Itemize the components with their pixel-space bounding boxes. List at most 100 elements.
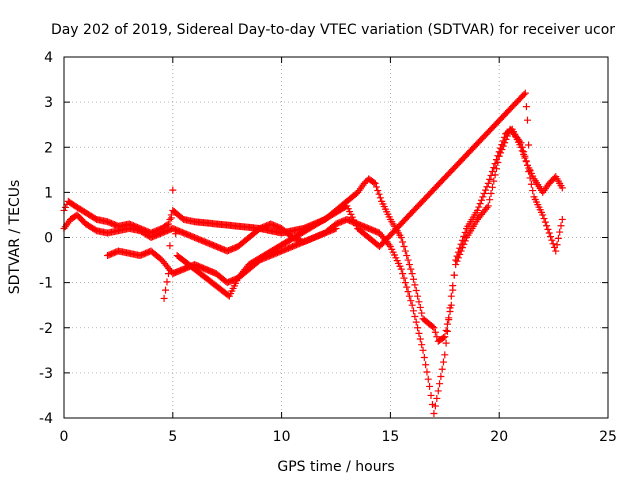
data-point bbox=[487, 190, 495, 198]
data-point bbox=[523, 116, 531, 124]
y-tick-label: 2 bbox=[44, 140, 53, 156]
data-point bbox=[545, 229, 553, 237]
data-point bbox=[439, 334, 447, 342]
data-point bbox=[407, 265, 415, 273]
data-point bbox=[441, 333, 449, 341]
y-tick-label: -3 bbox=[39, 366, 53, 382]
data-point bbox=[442, 339, 450, 347]
y-tick-label: 1 bbox=[44, 185, 53, 201]
data-point bbox=[521, 89, 529, 97]
data-point bbox=[410, 307, 418, 315]
x-tick-label: 25 bbox=[599, 429, 617, 445]
data-point bbox=[558, 184, 566, 192]
data-marks bbox=[60, 89, 566, 417]
data-point bbox=[541, 218, 549, 226]
data-point bbox=[397, 234, 405, 241]
data-point bbox=[414, 324, 422, 332]
data-point bbox=[164, 270, 172, 278]
data-point bbox=[430, 409, 438, 417]
data-point bbox=[554, 234, 562, 242]
data-point bbox=[401, 247, 409, 255]
data-point bbox=[553, 241, 561, 249]
data-point bbox=[453, 257, 461, 265]
data-point bbox=[529, 187, 537, 195]
data-point bbox=[166, 215, 174, 223]
data-point bbox=[385, 241, 393, 249]
data-point bbox=[494, 158, 502, 166]
data-point bbox=[419, 346, 427, 354]
data-point bbox=[429, 323, 437, 331]
grid-lines bbox=[64, 57, 608, 418]
x-tick-label: 5 bbox=[168, 429, 177, 445]
data-point bbox=[433, 333, 441, 341]
data-point bbox=[526, 174, 534, 182]
data-point bbox=[458, 244, 466, 252]
data-point bbox=[552, 247, 560, 255]
data-point bbox=[483, 204, 491, 212]
y-tick-label: 4 bbox=[44, 50, 53, 66]
data-point bbox=[172, 230, 180, 238]
data-point bbox=[412, 318, 420, 326]
data-point bbox=[375, 190, 383, 198]
data-point bbox=[549, 240, 557, 248]
data-point bbox=[452, 261, 460, 269]
data-point bbox=[414, 292, 422, 300]
data-point bbox=[461, 237, 469, 245]
data-point bbox=[547, 233, 555, 241]
data-point bbox=[170, 208, 178, 216]
data-point bbox=[450, 271, 458, 279]
data-point bbox=[516, 137, 524, 145]
data-point bbox=[374, 187, 382, 195]
data-point bbox=[408, 270, 416, 278]
data-point bbox=[456, 250, 464, 258]
data-point bbox=[503, 132, 511, 140]
data-point bbox=[426, 382, 434, 390]
data-point bbox=[544, 225, 552, 233]
data-point bbox=[437, 372, 445, 380]
data-point bbox=[433, 394, 441, 402]
data-point bbox=[408, 301, 416, 309]
data-point bbox=[476, 200, 484, 208]
data-point bbox=[439, 358, 447, 366]
y-tick-label: -2 bbox=[39, 321, 53, 337]
data-point bbox=[415, 298, 423, 306]
data-point bbox=[492, 165, 500, 173]
data-point bbox=[502, 135, 510, 143]
data-point bbox=[522, 157, 530, 165]
data-point bbox=[447, 292, 455, 300]
y-tick-label: 3 bbox=[44, 95, 53, 111]
data-point bbox=[376, 194, 384, 202]
x-tick-label: 15 bbox=[381, 429, 399, 445]
data-point bbox=[460, 240, 468, 248]
data-point bbox=[484, 179, 492, 187]
data-point bbox=[525, 141, 533, 149]
data-point bbox=[399, 238, 407, 246]
data-point bbox=[400, 243, 408, 251]
data-point bbox=[498, 146, 506, 154]
data-point bbox=[163, 278, 171, 286]
data-point bbox=[424, 375, 432, 383]
data-point bbox=[423, 368, 431, 376]
data-point bbox=[495, 152, 503, 160]
data-point bbox=[405, 261, 413, 269]
data-point bbox=[404, 288, 412, 296]
y-axis-label: SDTVAR / TECUs bbox=[7, 180, 23, 295]
data-point bbox=[449, 282, 457, 290]
data-point bbox=[162, 286, 170, 294]
chart-title: Day 202 of 2019, Sidereal Day-to-day VTE… bbox=[51, 22, 615, 38]
data-point bbox=[445, 316, 453, 324]
y-tick-labels: -4 -3 -2 -1 0 1 2 3 4 bbox=[39, 50, 53, 427]
data-point bbox=[371, 179, 379, 187]
data-point bbox=[518, 143, 526, 151]
data-point bbox=[418, 341, 426, 349]
data-point bbox=[488, 183, 496, 191]
data-point bbox=[443, 320, 451, 328]
data-point bbox=[478, 196, 486, 204]
data-point bbox=[548, 236, 556, 244]
data-point bbox=[407, 297, 415, 305]
axis-ticks bbox=[63, 56, 609, 419]
data-point bbox=[372, 183, 380, 191]
data-point bbox=[400, 274, 408, 282]
data-point bbox=[405, 292, 413, 300]
